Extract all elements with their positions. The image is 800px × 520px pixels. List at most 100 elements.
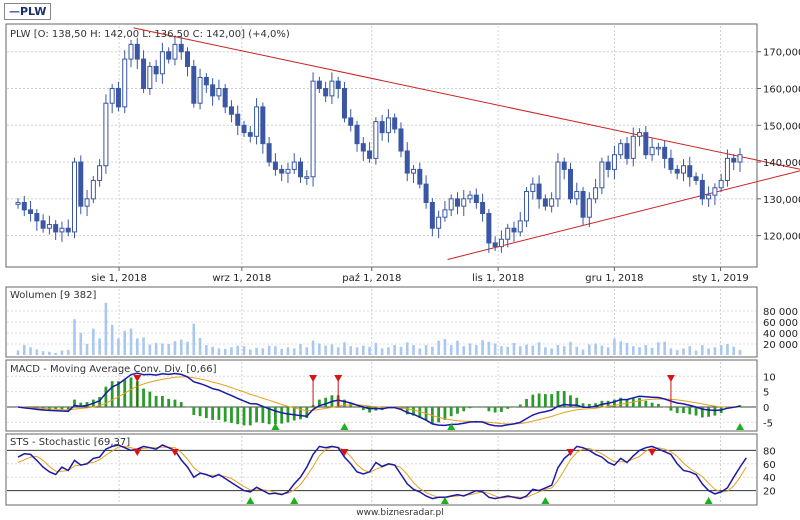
volume-bar bbox=[619, 341, 623, 355]
candle-body bbox=[718, 179, 724, 189]
macd-histogram-bar bbox=[525, 398, 528, 407]
volume-bar bbox=[16, 350, 20, 355]
macd-histogram-bar bbox=[669, 406, 673, 411]
candle-body bbox=[473, 194, 479, 203]
candle-body bbox=[291, 161, 297, 170]
candle-body bbox=[643, 132, 649, 156]
candle-body bbox=[511, 227, 517, 233]
macd-histogram-bar bbox=[54, 406, 58, 410]
candle-body bbox=[78, 161, 84, 207]
candle-body bbox=[542, 198, 548, 207]
stochastic-buy-marker bbox=[704, 497, 713, 504]
macd-histogram-bar bbox=[631, 398, 635, 407]
candle-body bbox=[34, 213, 40, 222]
candle-body bbox=[454, 198, 460, 207]
volume-bar bbox=[424, 345, 428, 355]
candle-body bbox=[417, 168, 423, 185]
candle-body bbox=[147, 65, 153, 90]
volume-bar bbox=[638, 347, 641, 355]
volume-y-tick-label: 40 000 bbox=[763, 329, 798, 340]
symbol-button[interactable]: —PLW bbox=[4, 3, 52, 20]
price-y-tick-label: 170,000 bbox=[763, 48, 800, 59]
macd-y-tick-label: 0 bbox=[763, 403, 769, 414]
macd-sell-marker bbox=[334, 375, 343, 382]
macd-histogram-bar bbox=[324, 397, 328, 407]
x-tick-label: wrz 1, 2018 bbox=[212, 273, 271, 284]
macd-histogram-bar bbox=[575, 397, 579, 407]
macd-histogram-bar bbox=[487, 406, 491, 412]
volume-bar bbox=[732, 346, 736, 355]
symbol-label: PLW bbox=[20, 5, 47, 18]
candle-body bbox=[442, 209, 448, 218]
macd-histogram-bar bbox=[493, 406, 497, 413]
macd-sell-marker bbox=[309, 375, 318, 382]
volume-bar bbox=[387, 347, 390, 355]
candle-body bbox=[228, 106, 234, 115]
volume-bar bbox=[343, 342, 346, 355]
candle-body bbox=[254, 106, 260, 137]
candle-body bbox=[298, 161, 304, 178]
macd-histogram-bar bbox=[443, 406, 447, 420]
macd-histogram-bar bbox=[613, 399, 616, 407]
candle-body bbox=[310, 80, 316, 178]
stochastic-buy-marker bbox=[440, 497, 449, 504]
volume-bar bbox=[336, 347, 340, 355]
volume-bar bbox=[475, 345, 478, 355]
candle-body bbox=[134, 43, 140, 60]
volume-bar bbox=[48, 351, 51, 355]
candle-body bbox=[555, 161, 561, 200]
volume-bar bbox=[349, 346, 353, 355]
volume-bar bbox=[518, 346, 522, 355]
macd-histogram-bar bbox=[537, 393, 541, 407]
volume-bar bbox=[437, 340, 440, 355]
macd-histogram-bar bbox=[619, 397, 623, 407]
volume-bar bbox=[198, 337, 202, 355]
candle-body bbox=[706, 194, 712, 200]
volume-bar bbox=[29, 347, 32, 355]
candle-body bbox=[323, 88, 329, 97]
volume-bar bbox=[468, 343, 472, 355]
volume-bar bbox=[117, 338, 120, 355]
macd-histogram-bar bbox=[129, 377, 133, 407]
macd-histogram-bar bbox=[694, 406, 698, 416]
volume-y-tick-label: 80 000 bbox=[763, 307, 798, 318]
volume-bar bbox=[374, 342, 378, 355]
volume-bar bbox=[594, 343, 597, 355]
macd-histogram-bar bbox=[675, 406, 679, 414]
stochastic-sell-marker bbox=[170, 449, 179, 456]
volume-bar bbox=[682, 348, 685, 355]
macd-histogram-bar bbox=[700, 406, 704, 418]
volume-bar bbox=[280, 348, 283, 355]
macd-histogram-bar bbox=[713, 406, 717, 416]
volume-bar bbox=[531, 345, 535, 355]
candle-body bbox=[159, 51, 165, 75]
candle-body bbox=[392, 117, 398, 130]
macd-y-tick-label: 10 bbox=[763, 372, 776, 383]
volume-bar bbox=[242, 346, 246, 355]
macd-histogram-bar bbox=[66, 406, 70, 410]
macd-histogram-bar bbox=[274, 406, 277, 425]
volume-bar bbox=[606, 347, 610, 355]
macd-histogram-bar bbox=[248, 406, 252, 426]
macd-histogram-bar bbox=[707, 406, 711, 417]
macd-histogram-bar bbox=[117, 381, 120, 407]
candle-body bbox=[53, 224, 59, 233]
stochastic-panel-frame bbox=[5, 433, 758, 506]
candle-body bbox=[423, 183, 429, 203]
stochastic-y-tick-label: 20 bbox=[763, 487, 776, 498]
volume-bar bbox=[562, 346, 566, 355]
candle-body bbox=[40, 220, 46, 229]
macd-y-tick-label: 5 bbox=[763, 388, 769, 399]
stochastic-sell-marker bbox=[133, 449, 142, 456]
volume-bar bbox=[412, 345, 415, 355]
volume-bar bbox=[292, 348, 296, 355]
candle-body bbox=[687, 165, 693, 178]
volume-bar bbox=[142, 337, 145, 355]
volume-bar bbox=[355, 347, 359, 355]
macd-histogram-bar bbox=[587, 403, 591, 407]
candle-body bbox=[385, 117, 391, 134]
candle-body bbox=[285, 168, 291, 174]
volume-bar bbox=[707, 348, 710, 355]
candle-body bbox=[618, 143, 624, 156]
x-tick-label: sty 1, 2019 bbox=[692, 273, 748, 284]
